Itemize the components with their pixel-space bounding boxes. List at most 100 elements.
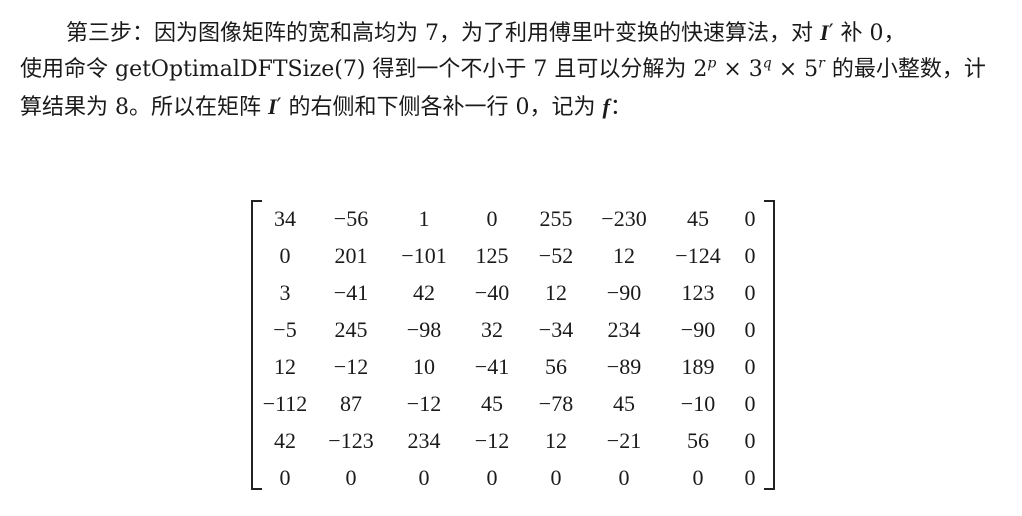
matrix-cell: −78 [538,390,574,416]
matrix-cell: 3 [279,279,291,305]
base-two: 2 [693,57,708,82]
matrix-cell: −40 [474,279,510,305]
base-three: 3 [748,57,763,82]
matrix-cell: 12 [274,353,296,379]
matrix-cell: 0 [279,464,291,490]
matrix-cell: 1 [418,205,430,231]
matrix-cell: 0 [486,464,498,490]
matrix-cell: 234 [407,427,441,453]
right-bracket [764,200,775,490]
paragraph-line-3: 算结果为 8。所以在矩阵 I′ 的右侧和下侧各补一行 0，记为 f： [20,88,1010,125]
matrix-cell: 0 [744,464,756,490]
matrix-row: 34 −56 1 0 255 −230 45 0 [257,200,765,237]
matrix-cell: −12 [406,390,442,416]
matrix-cell: −101 [401,242,447,268]
line3-text-b: 的右侧和下侧各补一行 0，记为 [281,95,603,120]
matrix-cell: 0 [744,316,756,342]
base-five: 5 [804,57,819,82]
matrix-cell: −12 [333,353,369,379]
line3-text-c: ： [609,95,632,120]
matrix-cell: 45 [481,390,503,416]
matrix-cell: 125 [475,242,509,268]
matrix-cell: −112 [262,390,308,416]
matrix-cell: 0 [744,242,756,268]
matrix-cell: 245 [334,316,368,342]
matrix-cell: −89 [606,353,642,379]
matrix-cell: 0 [486,205,498,231]
matrix-cell: 0 [279,242,291,268]
paragraph-line-1: 第三步：因为图像矩阵的宽和高均为 7，为了利用傅里叶变换的快速算法，对 I′ 补… [20,14,1010,51]
matrix-cell: 0 [550,464,562,490]
left-bracket [251,200,262,490]
matrix-row: −112 87 −12 45 −78 45 −10 0 [257,385,765,422]
exponent-p: p [707,55,717,72]
matrix-cell: −12 [474,427,510,453]
matrix-cell: −10 [680,390,716,416]
matrix-cell: 32 [481,316,503,342]
line2-text-a: 使用命令 getOptimalDFTSize(7) 得到一个不小于 7 且可以分… [20,57,694,82]
times-sign-1: × [716,57,749,82]
matrix-cell: −230 [601,205,647,231]
matrix-cell: 0 [345,464,357,490]
matrix-cell: 56 [545,353,567,379]
line1-text-b: 补 0， [833,21,906,46]
paragraph-line-2: 使用命令 getOptimalDFTSize(7) 得到一个不小于 7 且可以分… [20,51,1010,88]
prime-mark: ′ [828,21,834,46]
matrix-symbol-f: f [602,94,610,119]
matrix-cell: 10 [413,353,435,379]
matrix-row: 12 −12 10 −41 56 −89 189 0 [257,348,765,385]
matrix-cell: −5 [273,316,297,342]
matrix-symbol-i: I [267,94,277,119]
matrix-cell: 0 [618,464,630,490]
matrix-cell: 34 [274,205,296,231]
matrix-cell: 42 [274,427,296,453]
matrix-row: 3 −41 42 −40 12 −90 123 0 [257,274,765,311]
matrix-cell: 255 [539,205,573,231]
step-three-paragraph: 第三步：因为图像矩阵的宽和高均为 7，为了利用傅里叶变换的快速算法，对 I′ 补… [20,14,1010,125]
matrix-symbol-i: I [820,20,829,45]
matrix-cell: −34 [538,316,574,342]
exponent-q: q [762,55,772,72]
line3-text-a: 算结果为 8。所以在矩阵 [20,95,268,120]
matrix-cell: 42 [413,279,435,305]
exponent-r: r [818,55,825,72]
matrix-cell: 234 [607,316,641,342]
matrix-cell: −41 [474,353,510,379]
matrix-cell: 12 [545,279,567,305]
matrix-cell: 201 [334,242,368,268]
matrix-cell: −90 [680,316,716,342]
matrix-cell: −56 [333,205,369,231]
matrix-cell: −52 [538,242,574,268]
matrix-cell: 56 [687,427,709,453]
matrix-cell: −41 [333,279,369,305]
matrix-cell: 0 [744,390,756,416]
times-sign-2: × [771,57,805,82]
matrix-row: −5 245 −98 32 −34 234 −90 0 [257,311,765,348]
matrix-cell: −123 [328,427,374,453]
matrix-cell: −124 [675,242,721,268]
matrix-row: 0 0 0 0 0 0 0 0 [257,459,765,496]
matrix-cell: 0 [418,464,430,490]
matrix-cell: 45 [613,390,635,416]
matrix-cell: 123 [681,279,715,305]
matrix-cell: 189 [681,353,715,379]
matrix-cell: 12 [545,427,567,453]
matrix-cell: 0 [692,464,704,490]
matrix-cell: 0 [744,205,756,231]
matrix-cell: −21 [606,427,642,453]
matrix-row: 42 −123 234 −12 12 −21 56 0 [257,422,765,459]
matrix-cell: −98 [406,316,442,342]
matrix-cell: −90 [606,279,642,305]
matrix-table: 34 −56 1 0 255 −230 45 0 0 201 −101 125 −52 12 −124 0 3−… [257,200,765,496]
prime-mark: ′ [276,95,282,120]
matrix-cell: 87 [340,390,362,416]
line1-text-a: 第三步：因为图像矩阵的宽和高均为 7，为了利用傅里叶变换的快速算法，对 [66,21,820,46]
matrix-cell: 0 [744,427,756,453]
matrix-cell: 0 [744,353,756,379]
matrix-cell: 45 [687,205,709,231]
matrix-cell: 0 [744,279,756,305]
matrix-row: 0 201 −101 125 −52 12 −124 0 [257,237,765,274]
matrix-cell: 12 [613,242,635,268]
line2-text-b: 的最小整数，计 [824,57,986,82]
padded-matrix-f: 34 −56 1 0 255 −230 45 0 0 201 −101 125 −52 12 −124 0 3−… [251,200,775,490]
